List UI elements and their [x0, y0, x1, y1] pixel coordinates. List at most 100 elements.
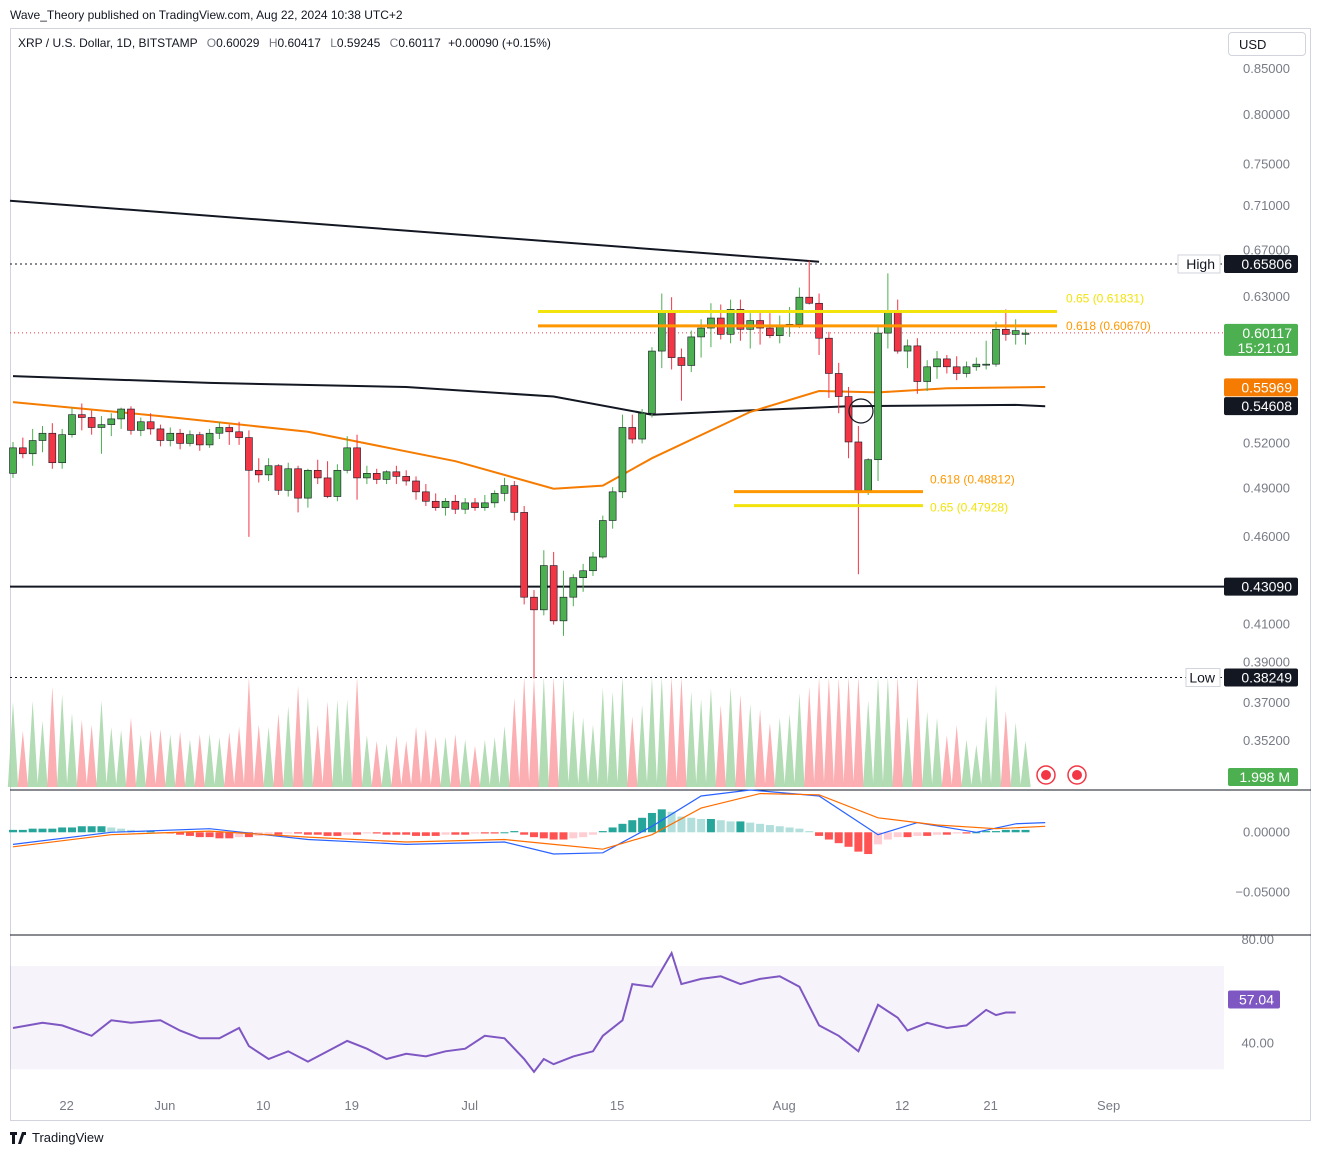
- macd-histogram-bar: [402, 832, 411, 835]
- price-tick-label: 0.52000: [1243, 435, 1290, 450]
- macd-histogram-bar: [313, 832, 322, 835]
- rsi-value: 57.04: [1239, 991, 1274, 1007]
- macd-histogram-bar: [67, 827, 76, 833]
- candle-body: [884, 310, 892, 334]
- time-tick-label: Jun: [154, 1098, 175, 1113]
- candle-body: [962, 366, 971, 374]
- footer-brand[interactable]: TradingView: [10, 1130, 104, 1145]
- macd-histogram-bar: [362, 832, 371, 834]
- price-tick-label: 0.37000: [1243, 695, 1290, 710]
- symbol-name[interactable]: XRP / U.S. Dollar, 1D, BITSTAMP: [18, 36, 198, 50]
- macd-histogram-bar: [107, 827, 116, 833]
- candle-body: [648, 350, 656, 414]
- volume-bar: [479, 739, 491, 787]
- volume-bar: [695, 698, 707, 787]
- volume-bar: [518, 677, 530, 787]
- event-flag-icon[interactable]: [1036, 765, 1056, 785]
- price-level-box: [1224, 668, 1298, 687]
- volume-bar: [843, 677, 854, 787]
- volume-bar: [538, 677, 549, 787]
- volume-bar: [233, 726, 245, 787]
- macd-histogram-bar: [343, 832, 352, 835]
- volume-bar: [371, 741, 382, 787]
- macd-line: [12, 789, 1046, 855]
- volume-bar: [292, 685, 304, 787]
- volume-bar: [587, 724, 599, 787]
- macd-histogram-bar: [687, 817, 696, 833]
- volume-bar: [302, 696, 314, 787]
- fib-levels: 0.65 (0.61831) 0.618 (0.60670) 0.618 (0.48…: [538, 291, 1151, 515]
- candle-body: [471, 502, 479, 508]
- volume-value-box: [1228, 768, 1298, 786]
- volume-bar: [686, 691, 697, 787]
- price-tick-label: 0.49000: [1243, 481, 1290, 496]
- volume-bar: [37, 720, 48, 787]
- volume-bar: [1000, 711, 1011, 787]
- candle-body: [815, 302, 823, 339]
- volume-bar: [1020, 741, 1031, 787]
- rsi-line: [12, 950, 1016, 1074]
- candle-body: [500, 485, 509, 494]
- volume-bar: [174, 731, 186, 787]
- macd-histogram-bar: [726, 821, 735, 833]
- macd-histogram-bar: [510, 831, 519, 833]
- macd-histogram-bar: [588, 832, 597, 835]
- macd-histogram-bar: [1001, 829, 1010, 833]
- candle-body: [854, 441, 863, 491]
- macd-histogram-bar: [500, 832, 509, 834]
- candle-body: [481, 502, 489, 508]
- candle-body: [461, 502, 469, 510]
- macd-histogram-bar: [185, 832, 194, 836]
- price-tick-label: 0.41000: [1243, 617, 1290, 632]
- volume-bar: [135, 734, 146, 787]
- macd-histogram-bar: [618, 823, 627, 833]
- volume-bar: [165, 734, 176, 787]
- macd-histogram-bar: [176, 832, 185, 835]
- candle-body: [166, 432, 175, 441]
- volume-bar: [332, 699, 343, 787]
- rsi-pane: 80.00 40.00 57.04: [10, 932, 1311, 1074]
- macd-histogram-bar: [471, 832, 480, 834]
- volume-bar: [243, 677, 255, 787]
- fib-level-label: 0.65 (0.61831): [1066, 291, 1144, 305]
- high-label: H: [268, 36, 278, 50]
- candle-body: [756, 320, 764, 329]
- candle-body: [834, 373, 843, 397]
- macd-histogram-bar: [372, 832, 381, 834]
- volume-bar: [784, 713, 795, 787]
- ema50-line: [12, 386, 1046, 490]
- change-value: +0.00090 (+0.15%): [448, 36, 551, 50]
- candle-body: [943, 358, 951, 368]
- volume-bar: [941, 735, 953, 787]
- candle-body: [589, 556, 597, 572]
- candle-body: [1021, 332, 1030, 335]
- candle-body: [893, 310, 902, 352]
- macd-histogram-bar: [235, 832, 244, 838]
- price-level-box: [1224, 378, 1298, 397]
- candle-body: [19, 447, 27, 455]
- candles: [9, 260, 1030, 679]
- event-flag-icon[interactable]: [1067, 765, 1087, 785]
- volume-bar: [224, 732, 235, 787]
- macd-histogram-bar: [77, 826, 86, 833]
- candle-body: [215, 427, 224, 434]
- candle-body: [274, 465, 283, 491]
- time-tick-label: 12: [895, 1098, 909, 1113]
- volume-bar: [106, 726, 117, 787]
- currency-button[interactable]: USD: [1228, 32, 1306, 56]
- macd-histogram-bar: [579, 832, 588, 838]
- volume-bar: [597, 687, 608, 787]
- volume-bar: [666, 677, 677, 787]
- macd-histogram-bar: [97, 826, 106, 833]
- volume-bar: [17, 731, 28, 787]
- candle-body: [972, 363, 981, 368]
- volume-bar: [676, 677, 687, 787]
- candle-body: [441, 500, 450, 508]
- candle-body: [431, 500, 440, 508]
- macd-histogram-bar: [490, 832, 499, 834]
- candle-body: [952, 366, 961, 374]
- volume-bar: [322, 701, 333, 787]
- volume-bar: [273, 713, 284, 787]
- macd-histogram-bar: [225, 832, 234, 839]
